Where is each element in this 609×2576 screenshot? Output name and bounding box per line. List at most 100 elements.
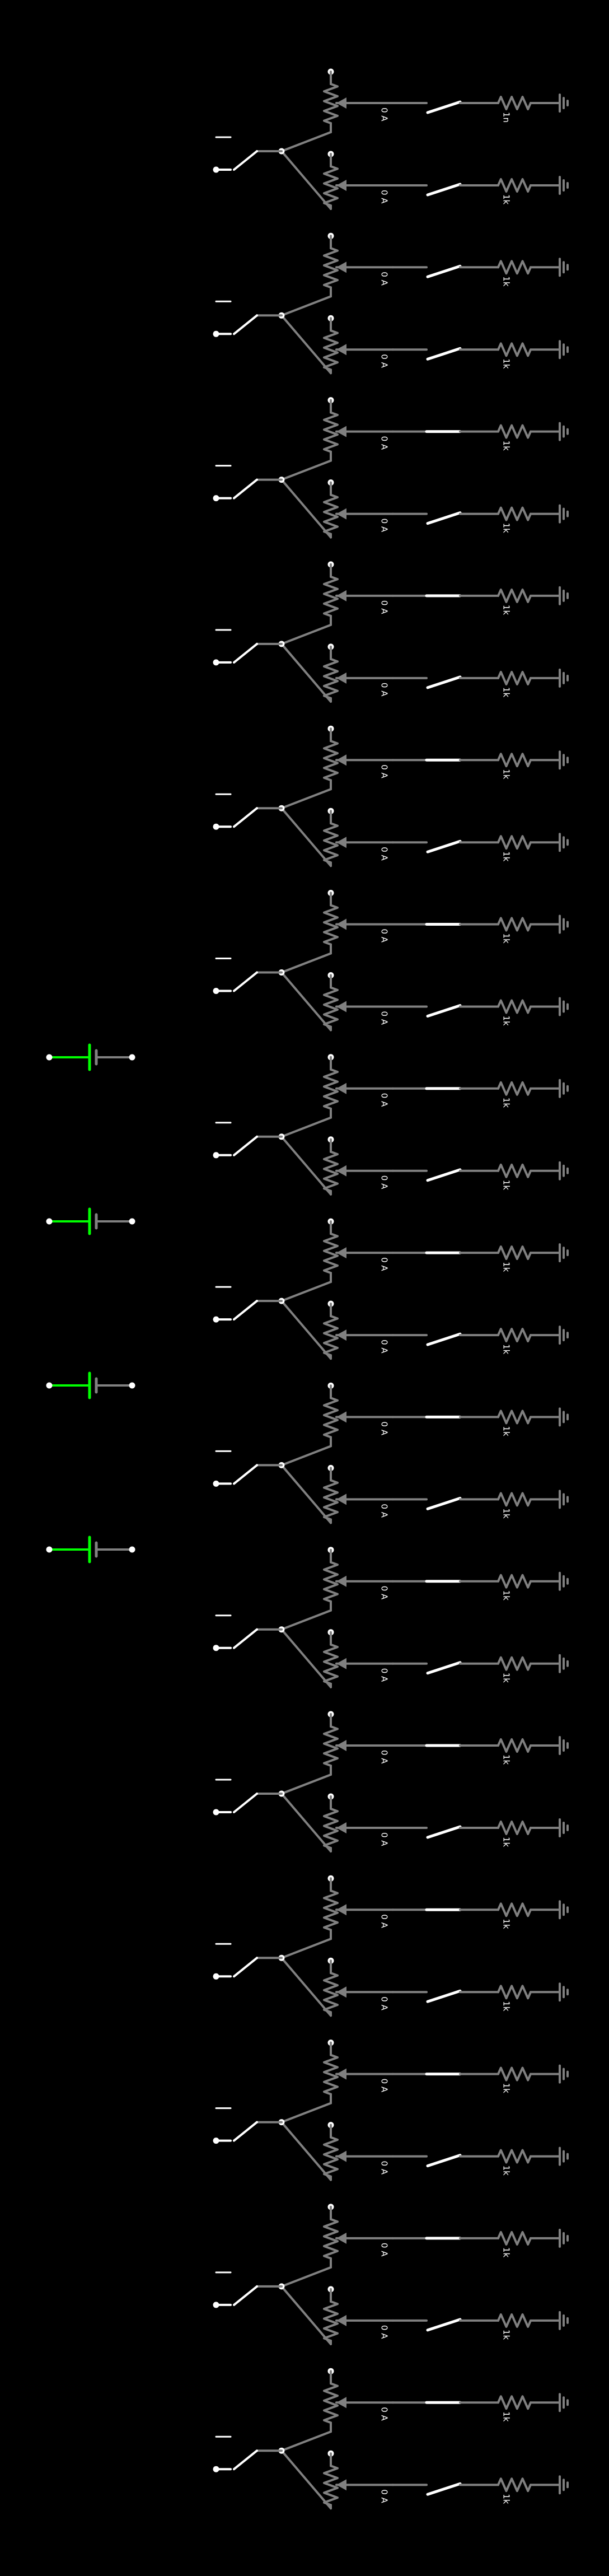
resistor-lower — [497, 342, 532, 357]
stage-cell: 0 A 1k 0 A 1k — [213, 2204, 569, 2345]
pot-lower-resistor — [323, 2465, 339, 2507]
resistor-upper — [497, 917, 532, 932]
ground-upper-icon — [559, 1571, 569, 1591]
switch-lower-open — [426, 1004, 462, 1018]
resistor-upper-label: 1k — [502, 1426, 512, 1436]
resistor-lower-label: 1k — [502, 1016, 512, 1026]
current-upper-label: 0 A — [380, 436, 390, 450]
input-switch-blade — [233, 971, 258, 992]
wiper-lower-arrow — [336, 1658, 346, 1669]
pot-lower-resistor — [323, 1479, 339, 1521]
pot-upper-link-wire — [280, 1116, 332, 1138]
resistor-lower — [497, 835, 532, 850]
resistor-lower-label: 1k — [502, 194, 512, 205]
resistor-upper-label: 1k — [502, 1754, 512, 1765]
stage-group: 0 A 1n 0 A 1k 0 A 1k 0 A 1k 0 A 1k 0 A 1k 0 A 1k 0 A 1k… — [213, 68, 569, 2510]
resistor-lower — [497, 1656, 532, 1671]
resistor-lower-label: 1k — [502, 687, 512, 698]
ground-upper-icon — [559, 2393, 569, 2412]
ground-lower-icon — [559, 2311, 569, 2330]
battery-terminal — [46, 1218, 53, 1225]
ground-upper-icon — [559, 750, 569, 770]
resistor-lower-label: 1k — [502, 358, 512, 369]
wiper-upper-arrow — [336, 2068, 346, 2080]
resistor-lower — [497, 178, 532, 193]
current-upper-label: 0 A — [380, 1750, 390, 1764]
wiper-upper-arrow — [336, 754, 346, 766]
battery-terminal — [46, 1054, 53, 1061]
wiper-lower-arrow — [336, 1494, 346, 1505]
current-lower-label: 0 A — [380, 1175, 390, 1189]
pot-upper-link-wire — [280, 2102, 332, 2124]
resistor-lower-label: 1k — [502, 1837, 512, 1847]
current-upper-label: 0 A — [380, 2079, 390, 2093]
pot-upper-link-wire — [280, 1938, 332, 1959]
switch-upper-open — [426, 100, 462, 114]
battery-terminal — [129, 1382, 135, 1389]
resistor-upper-label: 1k — [502, 934, 512, 944]
battery-terminal — [129, 1218, 135, 1225]
pot-upper-resistor — [323, 740, 339, 782]
battery-terminal — [46, 1382, 53, 1389]
input-switch-blade — [233, 1957, 258, 1978]
current-lower-label: 0 A — [380, 2325, 390, 2339]
input-terminal — [213, 1316, 219, 1323]
ground-upper-icon — [559, 2228, 569, 2248]
resistor-upper — [497, 96, 532, 110]
input-switch-blade — [233, 1793, 258, 1813]
resistor-lower-label: 1k — [502, 2494, 512, 2504]
pot-upper-resistor — [323, 1561, 339, 1603]
switch-lower-open — [426, 1661, 462, 1675]
pot-lower-resistor — [323, 1972, 339, 2014]
resistor-lower — [497, 670, 532, 685]
wiper-lower-arrow — [336, 1001, 346, 1012]
input-switch-blade — [233, 1135, 258, 1156]
resistor-upper — [497, 1574, 532, 1589]
pot-upper-link-wire — [280, 2430, 332, 2452]
ground-lower-icon — [559, 1490, 569, 1509]
pot-lower-resistor — [323, 1808, 339, 1849]
resistor-upper — [497, 1902, 532, 1917]
ground-lower-icon — [559, 176, 569, 195]
battery-terminal — [129, 1546, 135, 1553]
ground-upper-icon — [559, 1900, 569, 1920]
input-switch-blade — [233, 478, 258, 500]
stage-cell: 0 A 1k 0 A 1k — [213, 1547, 569, 1688]
wiper-lower-arrow — [336, 2314, 346, 2326]
resistor-upper — [497, 2395, 532, 2410]
resistor-lower — [497, 2313, 532, 2328]
stage-cell: 0 A 1k 0 A 1k — [213, 397, 569, 539]
wiper-upper-arrow — [336, 2232, 346, 2244]
pot-lower-link-wire — [280, 314, 332, 375]
pot-upper-link-wire — [280, 788, 332, 810]
wiper-lower-arrow — [336, 672, 346, 684]
resistor-upper — [497, 1245, 532, 1261]
resistor-upper — [497, 424, 532, 439]
wiper-upper-arrow — [336, 1904, 346, 1916]
pot-upper-resistor — [323, 1233, 339, 1275]
switch-lower-open — [426, 511, 462, 525]
battery-terminal — [129, 1054, 135, 1061]
current-lower-label: 0 A — [380, 519, 390, 533]
pot-lower-resistor — [323, 329, 339, 371]
wiper-upper-arrow — [336, 1082, 346, 1094]
pot-lower-link-wire — [280, 971, 332, 1032]
pot-upper-link-wire — [280, 623, 332, 645]
resistor-lower-label: 1k — [502, 2001, 512, 2012]
resistor-lower — [497, 999, 532, 1014]
input-terminal — [213, 330, 219, 337]
pot-lower-resistor — [323, 1150, 339, 1192]
wiper-upper-arrow — [336, 97, 346, 109]
pot-lower-link-wire — [280, 807, 332, 867]
resistor-upper — [497, 1410, 532, 1425]
current-lower-label: 0 A — [380, 1504, 390, 1518]
resistor-lower — [497, 1163, 532, 1178]
stage-cell: 0 A 1k 0 A 1k — [213, 1218, 569, 1360]
current-lower-label: 0 A — [380, 2161, 390, 2175]
pot-upper-link-wire — [280, 2266, 332, 2288]
resistor-lower-label: 1k — [502, 1673, 512, 1683]
pot-upper-link-wire — [280, 131, 332, 152]
wiper-lower-arrow — [336, 344, 346, 356]
resistor-upper-label: 1k — [502, 2411, 512, 2422]
